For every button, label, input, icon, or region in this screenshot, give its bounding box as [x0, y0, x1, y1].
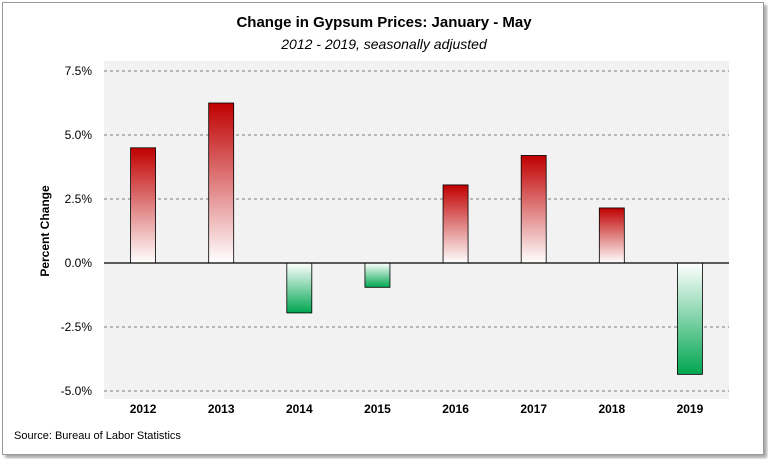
y-axis-label: Percent Change: [38, 185, 52, 277]
bar-2019: [677, 262, 703, 375]
bar-2016: [442, 184, 469, 264]
x-tick-label: 2012: [130, 402, 157, 416]
plot-area: [104, 61, 729, 399]
chart-title: Change in Gypsum Prices: January - May: [236, 14, 532, 31]
y-tick-label: 0.0%: [65, 256, 93, 270]
bar-2015: [364, 262, 391, 288]
bar-2013: [208, 102, 235, 264]
bar-2012: [130, 147, 156, 264]
x-tick-label: 2017: [520, 402, 547, 416]
chart-subtitle: 2012 - 2019, seasonally adjusted: [281, 36, 487, 52]
x-tick-label: 2015: [364, 402, 391, 416]
y-tick-label: -2.5%: [61, 320, 93, 334]
y-tick-label: 2.5%: [65, 192, 93, 206]
x-tick-label: 2018: [598, 402, 625, 416]
source-note: Source: Bureau of Labor Statistics: [14, 430, 181, 442]
y-tick-label: -5.0%: [61, 384, 93, 398]
bar-2018: [598, 207, 625, 264]
bar-2017: [520, 155, 547, 264]
y-tick-label: 7.5%: [65, 64, 93, 78]
x-tick-label: 2014: [286, 402, 313, 416]
x-tick-label: 2013: [208, 402, 235, 416]
x-tick-label: 2019: [677, 402, 704, 416]
y-tick-label: 5.0%: [65, 128, 93, 142]
bar-2014: [286, 262, 313, 314]
x-tick-label: 2016: [442, 402, 469, 416]
